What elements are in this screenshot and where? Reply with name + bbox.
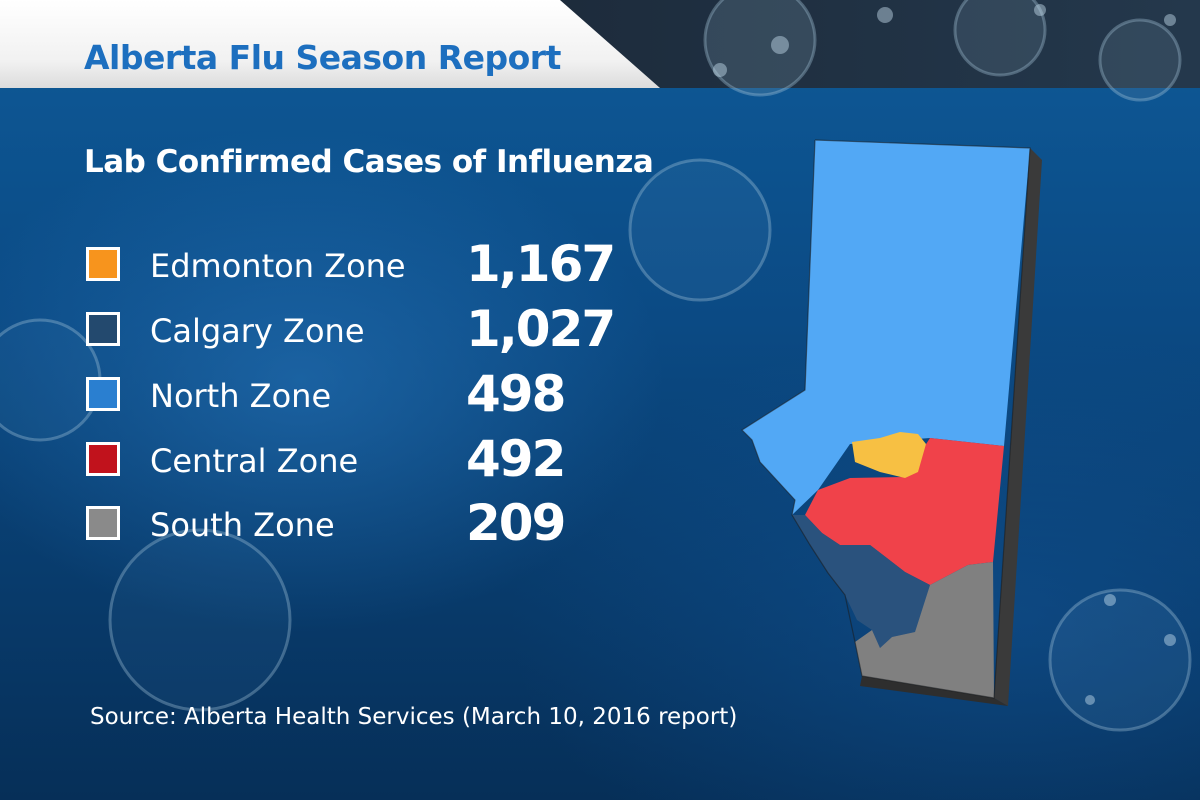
north-zone-value: 498 bbox=[466, 365, 566, 423]
central-zone-label: Central Zone bbox=[150, 442, 359, 480]
calgary-zone-value: 1,027 bbox=[466, 300, 616, 358]
calgary-zone-label: Calgary Zone bbox=[150, 312, 365, 350]
map-region-north bbox=[742, 140, 1030, 515]
page-title: Alberta Flu Season Report bbox=[84, 38, 561, 77]
south-swatch bbox=[86, 506, 120, 540]
map-side-right bbox=[994, 148, 1042, 706]
north-zone-label: North Zone bbox=[150, 377, 332, 415]
source-note: Source: Alberta Health Services (March 1… bbox=[90, 704, 738, 730]
edmonton-swatch bbox=[86, 247, 120, 281]
central-swatch bbox=[86, 442, 120, 476]
chart-subtitle: Lab Confirmed Cases of Influenza bbox=[84, 144, 654, 180]
map-region-south bbox=[855, 562, 994, 698]
central-zone-value: 492 bbox=[466, 430, 566, 488]
calgary-swatch bbox=[86, 312, 120, 346]
south-zone-label: South Zone bbox=[150, 506, 335, 544]
map-region-edmonton bbox=[852, 432, 926, 478]
south-zone-value: 209 bbox=[466, 494, 566, 552]
edmonton-zone-value: 1,167 bbox=[466, 235, 616, 293]
map-side-bottom bbox=[860, 676, 1008, 706]
north-swatch bbox=[86, 377, 120, 411]
map-region-calgary bbox=[792, 515, 930, 648]
map-region-central bbox=[805, 438, 1004, 585]
edmonton-zone-label: Edmonton Zone bbox=[150, 247, 406, 285]
title-banner bbox=[0, 0, 660, 88]
